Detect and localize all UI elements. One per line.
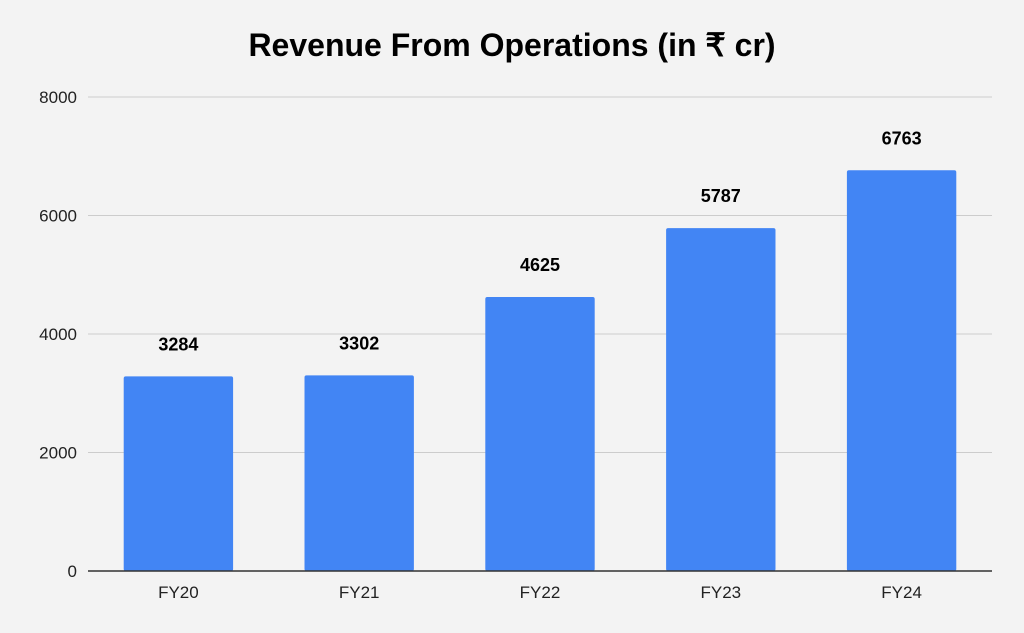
bar bbox=[123, 376, 234, 571]
chart-title: Revenue From Operations (in ₹ cr) bbox=[248, 27, 776, 63]
y-tick-label: 4000 bbox=[39, 325, 77, 344]
data-label: 4625 bbox=[520, 255, 560, 275]
data-label: 6763 bbox=[882, 128, 922, 148]
bar bbox=[485, 296, 595, 571]
data-label: 5787 bbox=[701, 186, 741, 206]
y-tick-label: 6000 bbox=[39, 207, 77, 226]
x-tick-label: FY23 bbox=[700, 583, 741, 602]
x-tick-label: FY20 bbox=[158, 583, 199, 602]
bar bbox=[304, 375, 414, 571]
data-label: 3302 bbox=[339, 333, 379, 353]
x-tick-label: FY22 bbox=[520, 583, 561, 602]
y-tick-label: 8000 bbox=[39, 88, 77, 107]
y-tick-label: 2000 bbox=[39, 444, 77, 463]
bar bbox=[666, 228, 776, 572]
x-tick-label: FY24 bbox=[881, 583, 922, 602]
x-tick-label: FY21 bbox=[339, 583, 380, 602]
y-tick-label: 0 bbox=[68, 562, 77, 581]
bar bbox=[846, 170, 957, 572]
data-label: 3284 bbox=[158, 334, 198, 354]
